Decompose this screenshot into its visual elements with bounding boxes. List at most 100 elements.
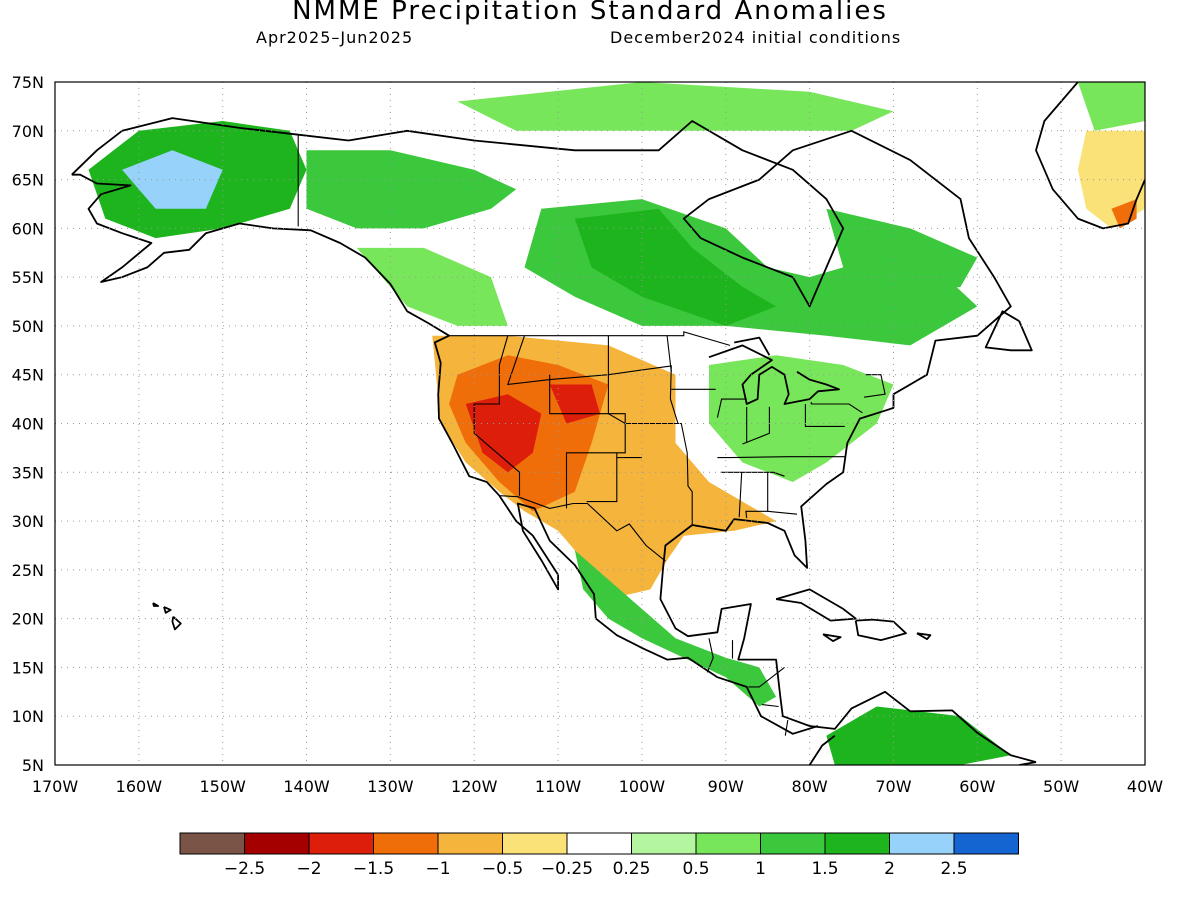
- legend-label: −2: [296, 859, 321, 879]
- legend-label: 0.25: [613, 859, 651, 879]
- coastline-segment: [152, 602, 159, 607]
- legend-swatch: [373, 832, 439, 855]
- anomaly-region-quebec-wet: [826, 208, 978, 297]
- legend-swatch: [244, 832, 310, 855]
- political-boundary: [761, 703, 779, 708]
- coastline-segment: [916, 632, 932, 640]
- political-boundary: [804, 404, 845, 427]
- political-boundary: [810, 402, 863, 414]
- latitude-label: 5N: [22, 756, 44, 775]
- legend-swatch: [760, 832, 826, 855]
- anomaly-regions: [88, 82, 1145, 765]
- coastline-segment: [708, 344, 840, 405]
- color-legend: −2.5 −2 −1.5 −1 −0.5 −0.25 0.25 0.5 1 1.5 2 2.5: [179, 832, 1019, 879]
- latitude-label: 35N: [12, 463, 44, 482]
- legend-swatch: [953, 832, 1019, 855]
- coastline-segment: [71, 117, 1037, 763]
- longitude-label: 140W: [283, 777, 330, 796]
- coastline-segment: [984, 310, 1033, 352]
- anomaly-region-greenland-wet: [1077, 82, 1145, 131]
- political-boundary: [586, 452, 618, 503]
- initial-conditions-label: December2024 initial conditions: [610, 28, 902, 47]
- political-boundary: [666, 335, 672, 372]
- longitude-label: 40W: [1127, 777, 1163, 796]
- legend-swatch: [695, 832, 761, 855]
- anomaly-region-arctic-islands-wet: [457, 82, 894, 131]
- latitude-label: 50N: [12, 317, 44, 336]
- longitude-labels: 170W 160W 150W 140W 130W 120W 110W 100W 90W 80W 70…: [32, 777, 1163, 796]
- legend-swatch: [502, 832, 568, 855]
- political-boundary: [738, 472, 743, 518]
- longitude-label: 60W: [959, 777, 995, 796]
- latitude-label: 40N: [12, 415, 44, 434]
- political-boundary: [748, 666, 785, 688]
- latitude-label: 70N: [12, 122, 44, 141]
- political-boundary: [717, 456, 845, 459]
- longitude-label: 100W: [619, 777, 666, 796]
- latitude-label: 75N: [12, 73, 44, 92]
- latitude-label: 55N: [12, 268, 44, 287]
- coastline-segment: [1035, 82, 1145, 230]
- anomaly-region-nevada-utah-extreme-dry: [465, 394, 542, 473]
- longitude-label: 160W: [116, 777, 163, 796]
- legend-label: −1: [425, 859, 450, 879]
- coastline-segment: [854, 618, 907, 641]
- longitude-label: 170W: [32, 777, 79, 796]
- legend-label: 2.5: [940, 859, 967, 879]
- longitude-label: 150W: [200, 777, 247, 796]
- longitude-label: 90W: [708, 777, 744, 796]
- political-boundary: [473, 335, 521, 496]
- latitude-label: 45N: [12, 366, 44, 385]
- legend-swatch: [824, 832, 890, 855]
- coastline-segment: [163, 606, 172, 614]
- anomaly-region-alaska-core-wet: [122, 150, 223, 209]
- legend-label: 1: [755, 859, 766, 879]
- anomaly-region-great-lakes-east-wet: [709, 355, 894, 482]
- longitude-label: 50W: [1043, 777, 1079, 796]
- political-boundary: [745, 472, 769, 519]
- longitude-label: 120W: [451, 777, 498, 796]
- legend-label: −0.5: [482, 859, 523, 879]
- political-boundary: [449, 331, 731, 346]
- legend-label: 0.5: [682, 859, 709, 879]
- latitude-label: 25N: [12, 561, 44, 580]
- political-boundary: [864, 374, 886, 398]
- legend-label: 2: [884, 859, 895, 879]
- political-boundary: [716, 398, 747, 418]
- coastline-segment: [734, 336, 771, 356]
- legend-swatch: [437, 832, 503, 855]
- political-boundary: [549, 374, 626, 509]
- latitude-label: 20N: [12, 610, 44, 629]
- anomaly-region-bc-coast-wet: [356, 247, 508, 326]
- longitude-label: 80W: [792, 777, 828, 796]
- legend-swatch: [566, 832, 632, 855]
- anomaly-region-mexico-gulf-wet: [574, 550, 777, 707]
- coastline-segment: [171, 616, 182, 631]
- longitude-label: 110W: [535, 777, 582, 796]
- coastline-segment: [822, 633, 842, 642]
- legend-swatch: [631, 832, 697, 855]
- latitude-label: 15N: [12, 658, 44, 677]
- map-frame: [54, 81, 1146, 766]
- latitude-label: 30N: [12, 512, 44, 531]
- forecast-period: Apr2025–Jun2025: [256, 28, 414, 47]
- longitude-label: 130W: [367, 777, 414, 796]
- political-boundary: [499, 495, 666, 562]
- anomaly-region-hudson-bay-wet: [574, 208, 777, 326]
- legend-label: 1.5: [811, 859, 838, 879]
- coastline-segment: [808, 734, 836, 765]
- legend-swatch: [308, 832, 374, 855]
- political-boundary: [506, 335, 679, 424]
- latitude-label: 65N: [12, 171, 44, 190]
- latitude-labels: 5N 10N 15N 20N 25N 30N 35N 40N 45N 50N 55N 60N 65N 70…: [12, 73, 44, 775]
- political-boundary: [784, 720, 789, 736]
- anomaly-region-greenland-tip-dry: [1111, 199, 1137, 229]
- political-boundary: [607, 335, 693, 524]
- latitude-label: 10N: [12, 707, 44, 726]
- longitude-label: 70W: [875, 777, 911, 796]
- legend-label: −2.5: [224, 859, 265, 879]
- political-boundary: [742, 406, 770, 445]
- political-boundary: [767, 510, 798, 515]
- legend-swatch: [889, 832, 955, 855]
